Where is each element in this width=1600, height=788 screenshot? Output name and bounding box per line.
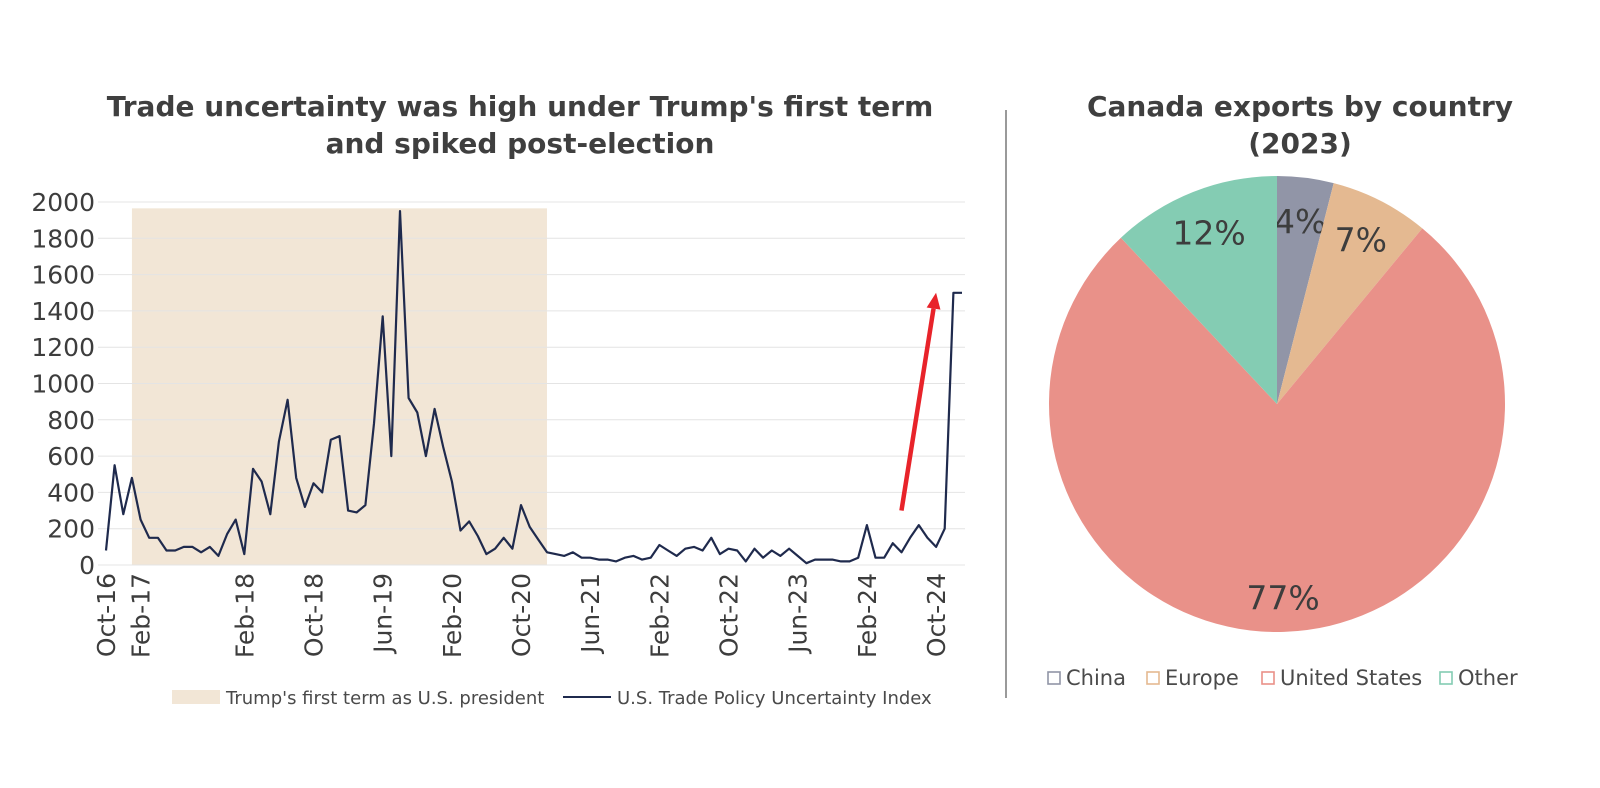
y-tick-label: 800	[47, 406, 95, 435]
x-tick-label: Oct-22	[715, 573, 744, 657]
legend-swatch-other	[1439, 671, 1453, 685]
pie-chart-title: Canada exports by country (2023)	[1086, 90, 1514, 160]
x-tick-label: Oct-24	[922, 573, 951, 657]
x-tick-label: Jun-19	[369, 573, 398, 655]
y-tick-label: 1800	[31, 224, 95, 253]
y-tick-label: 2000	[31, 188, 95, 217]
y-tick-label: 400	[47, 478, 95, 507]
y-tick-label: 200	[47, 515, 95, 544]
legend-label-europe: Europe	[1165, 666, 1239, 690]
x-tick-label: Feb-24	[853, 573, 882, 658]
pie-slice-europe	[1277, 183, 1423, 404]
pie-slice-other	[1120, 176, 1277, 404]
panel-divider	[1005, 110, 1007, 698]
trade-uncertainty-line-chart: 0 200 400 600 800 1000 1200 1400 1600 1800 2000 Oct…	[31, 188, 965, 709]
legend-label-other: Other	[1458, 666, 1518, 690]
pie-label-united-states: 77%	[1246, 579, 1319, 618]
pie-label-other: 12%	[1172, 213, 1245, 252]
legend-label-china: China	[1066, 666, 1126, 690]
y-tick-label: 0	[79, 551, 95, 580]
x-tick-label: Jun-23	[784, 573, 813, 655]
pie-label-europe: 7%	[1335, 220, 1387, 259]
canada-exports-pie-chart: 4% 7% 77% 12% China Europe United States Other	[1047, 176, 1518, 690]
legend-label-united-states: United States	[1280, 666, 1422, 690]
spike-arrow-head	[926, 292, 941, 310]
x-tick-label: Oct-18	[300, 573, 329, 657]
x-tick-label: Feb-18	[230, 573, 259, 658]
x-tick-label: Feb-20	[438, 573, 467, 658]
x-tick-label: Feb-17	[127, 573, 156, 658]
x-tick-label: Oct-20	[507, 573, 536, 657]
uncertainty-index-line	[104, 210, 962, 565]
y-tick-label: 1400	[31, 297, 95, 326]
x-tick-label: Feb-22	[645, 573, 674, 658]
pie-slice-united-states	[1048, 228, 1505, 632]
y-tick-label: 1200	[31, 333, 95, 362]
legend-label-first-term: Trump's first term as U.S. president	[225, 688, 544, 709]
y-tick-label: 1600	[31, 261, 95, 290]
line-chart-title: Trade uncertainty was high under Trump's…	[106, 90, 934, 160]
y-tick-label: 600	[47, 442, 95, 471]
x-tick-label: Jun-21	[576, 573, 605, 655]
legend-label-index: U.S. Trade Policy Uncertainty Index	[617, 688, 932, 709]
pie-slice-china	[1277, 176, 1334, 404]
legend-swatch-united-states	[1261, 671, 1275, 685]
legend-swatch-europe	[1146, 671, 1160, 685]
trump-first-term-shading	[131, 208, 547, 566]
legend-swatch-china	[1047, 671, 1061, 685]
pie-label-china: 4%	[1274, 202, 1326, 241]
y-tick-label: 1000	[31, 370, 95, 399]
spike-arrow-shaft	[899, 308, 936, 511]
x-tick-label: Oct-16	[92, 573, 121, 657]
legend-swatch-first-term	[172, 690, 220, 704]
